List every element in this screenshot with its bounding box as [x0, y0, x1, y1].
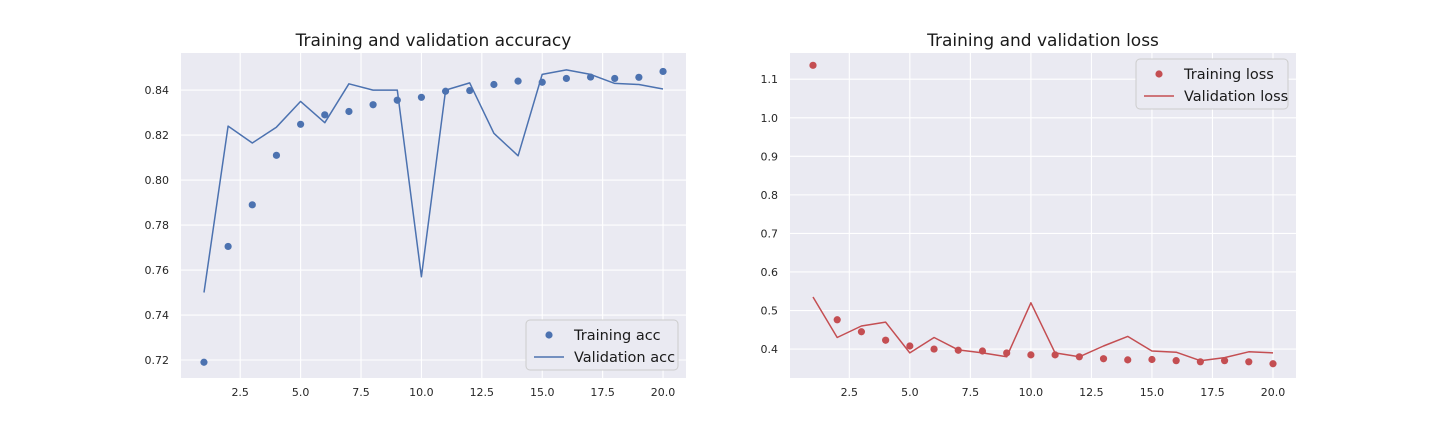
- acc-training-point: [297, 120, 305, 128]
- acc-training-point: [345, 107, 353, 116]
- acc-training-point: [635, 73, 643, 81]
- acc-x-tick-label: 2.5: [231, 386, 249, 399]
- acc-training-point: [466, 86, 474, 95]
- acc-legend-label: Validation acc: [574, 350, 675, 366]
- loss-y-tick-label: 1.0: [761, 112, 779, 125]
- loss-training-point: [906, 342, 914, 350]
- acc-training-point: [562, 74, 570, 83]
- acc-training-point: [514, 77, 522, 85]
- loss-x-tick-label: 20.0: [1261, 386, 1286, 399]
- acc-x-tick-label: 10.0: [409, 386, 434, 399]
- loss-training-point: [1099, 355, 1108, 363]
- acc-y-tick-label: 0.74: [145, 309, 170, 322]
- loss-training-point: [1269, 360, 1277, 368]
- loss-x-tick-label: 5.0: [901, 386, 919, 399]
- acc-y-tick-label: 0.82: [145, 129, 170, 142]
- loss-training-point: [1245, 358, 1253, 366]
- acc-training-point: [321, 111, 329, 119]
- loss-y-tick-label: 0.5: [761, 305, 779, 318]
- acc-y-tick-label: 0.72: [145, 354, 170, 367]
- loss-x-tick-label: 10.0: [1019, 386, 1044, 399]
- acc-legend-label: Training acc: [573, 328, 661, 344]
- acc-training-point: [200, 358, 208, 366]
- loss-training-point: [1027, 351, 1035, 359]
- loss-training-point: [882, 336, 890, 344]
- acc-x-tick-label: 12.5: [470, 386, 495, 399]
- loss-x-tick-label: 15.0: [1140, 386, 1165, 399]
- acc-training-point: [417, 93, 426, 101]
- loss-legend-label: Training loss: [1183, 67, 1274, 83]
- loss-y-tick-label: 1.1: [761, 73, 779, 86]
- loss-training-point: [1220, 357, 1229, 365]
- acc-x-tick-label: 5.0: [292, 386, 310, 399]
- acc-training-point: [272, 151, 281, 159]
- loss-y-tick-label: 0.9: [761, 150, 779, 163]
- acc-x-tick-label: 15.0: [530, 386, 555, 399]
- loss-x-tick-label: 7.5: [962, 386, 980, 399]
- acc-training-point: [393, 96, 401, 104]
- loss-validation-line: [812, 296, 1274, 362]
- acc-x-tick-label: 20.0: [651, 386, 676, 399]
- loss-x-tick-label: 17.5: [1200, 386, 1225, 399]
- loss-chart-title: Training and validation loss: [926, 31, 1159, 51]
- loss-training-point: [930, 345, 938, 353]
- loss-y-tick-label: 0.8: [761, 189, 779, 202]
- acc-training-point: [248, 201, 256, 209]
- acc-training-point: [224, 242, 232, 251]
- loss-chart: 2.5 5.0 7.5 10.0 12.5 15.0 17.5 20.0 0.4 0.5 0.6 0.…: [761, 31, 1296, 399]
- loss-legend: Training loss Validation loss: [1135, 58, 1289, 110]
- loss-x-tick-label: 2.5: [841, 386, 859, 399]
- loss-training-point: [809, 61, 817, 69]
- acc-validation-line: [203, 69, 664, 293]
- loss-training-point: [1172, 357, 1180, 365]
- loss-legend-dot-marker: [1155, 70, 1163, 78]
- loss-training-point: [1148, 355, 1156, 364]
- acc-x-tick-label: 7.5: [352, 386, 370, 399]
- acc-training-point: [659, 67, 667, 76]
- acc-training-point: [490, 80, 498, 89]
- acc-training-point: [611, 74, 619, 83]
- acc-chart: 2.5 5.0 7.5 10.0 12.5 15.0 17.5 20.0 0.72 0.74 0.7…: [145, 31, 686, 399]
- loss-training-point: [833, 316, 841, 324]
- acc-legend-dot-marker: [545, 331, 553, 339]
- acc-y-tick-label: 0.84: [145, 84, 170, 97]
- acc-y-tick-label: 0.76: [145, 264, 170, 277]
- acc-legend: Training acc Validation acc: [525, 319, 679, 371]
- acc-y-tick-label: 0.80: [145, 174, 170, 187]
- loss-training-point: [1124, 356, 1132, 364]
- loss-training-point: [857, 328, 866, 336]
- acc-x-tick-label: 17.5: [590, 386, 615, 399]
- loss-legend-label: Validation loss: [1184, 89, 1288, 105]
- loss-y-tick-label: 0.4: [761, 343, 779, 356]
- loss-y-tick-label: 0.7: [761, 227, 779, 240]
- loss-y-tick-label: 0.6: [761, 266, 779, 279]
- loss-x-tick-label: 12.5: [1079, 386, 1104, 399]
- acc-y-tick-label: 0.78: [145, 219, 170, 232]
- acc-chart-title: Training and validation accuracy: [295, 31, 572, 51]
- acc-training-point: [369, 101, 377, 109]
